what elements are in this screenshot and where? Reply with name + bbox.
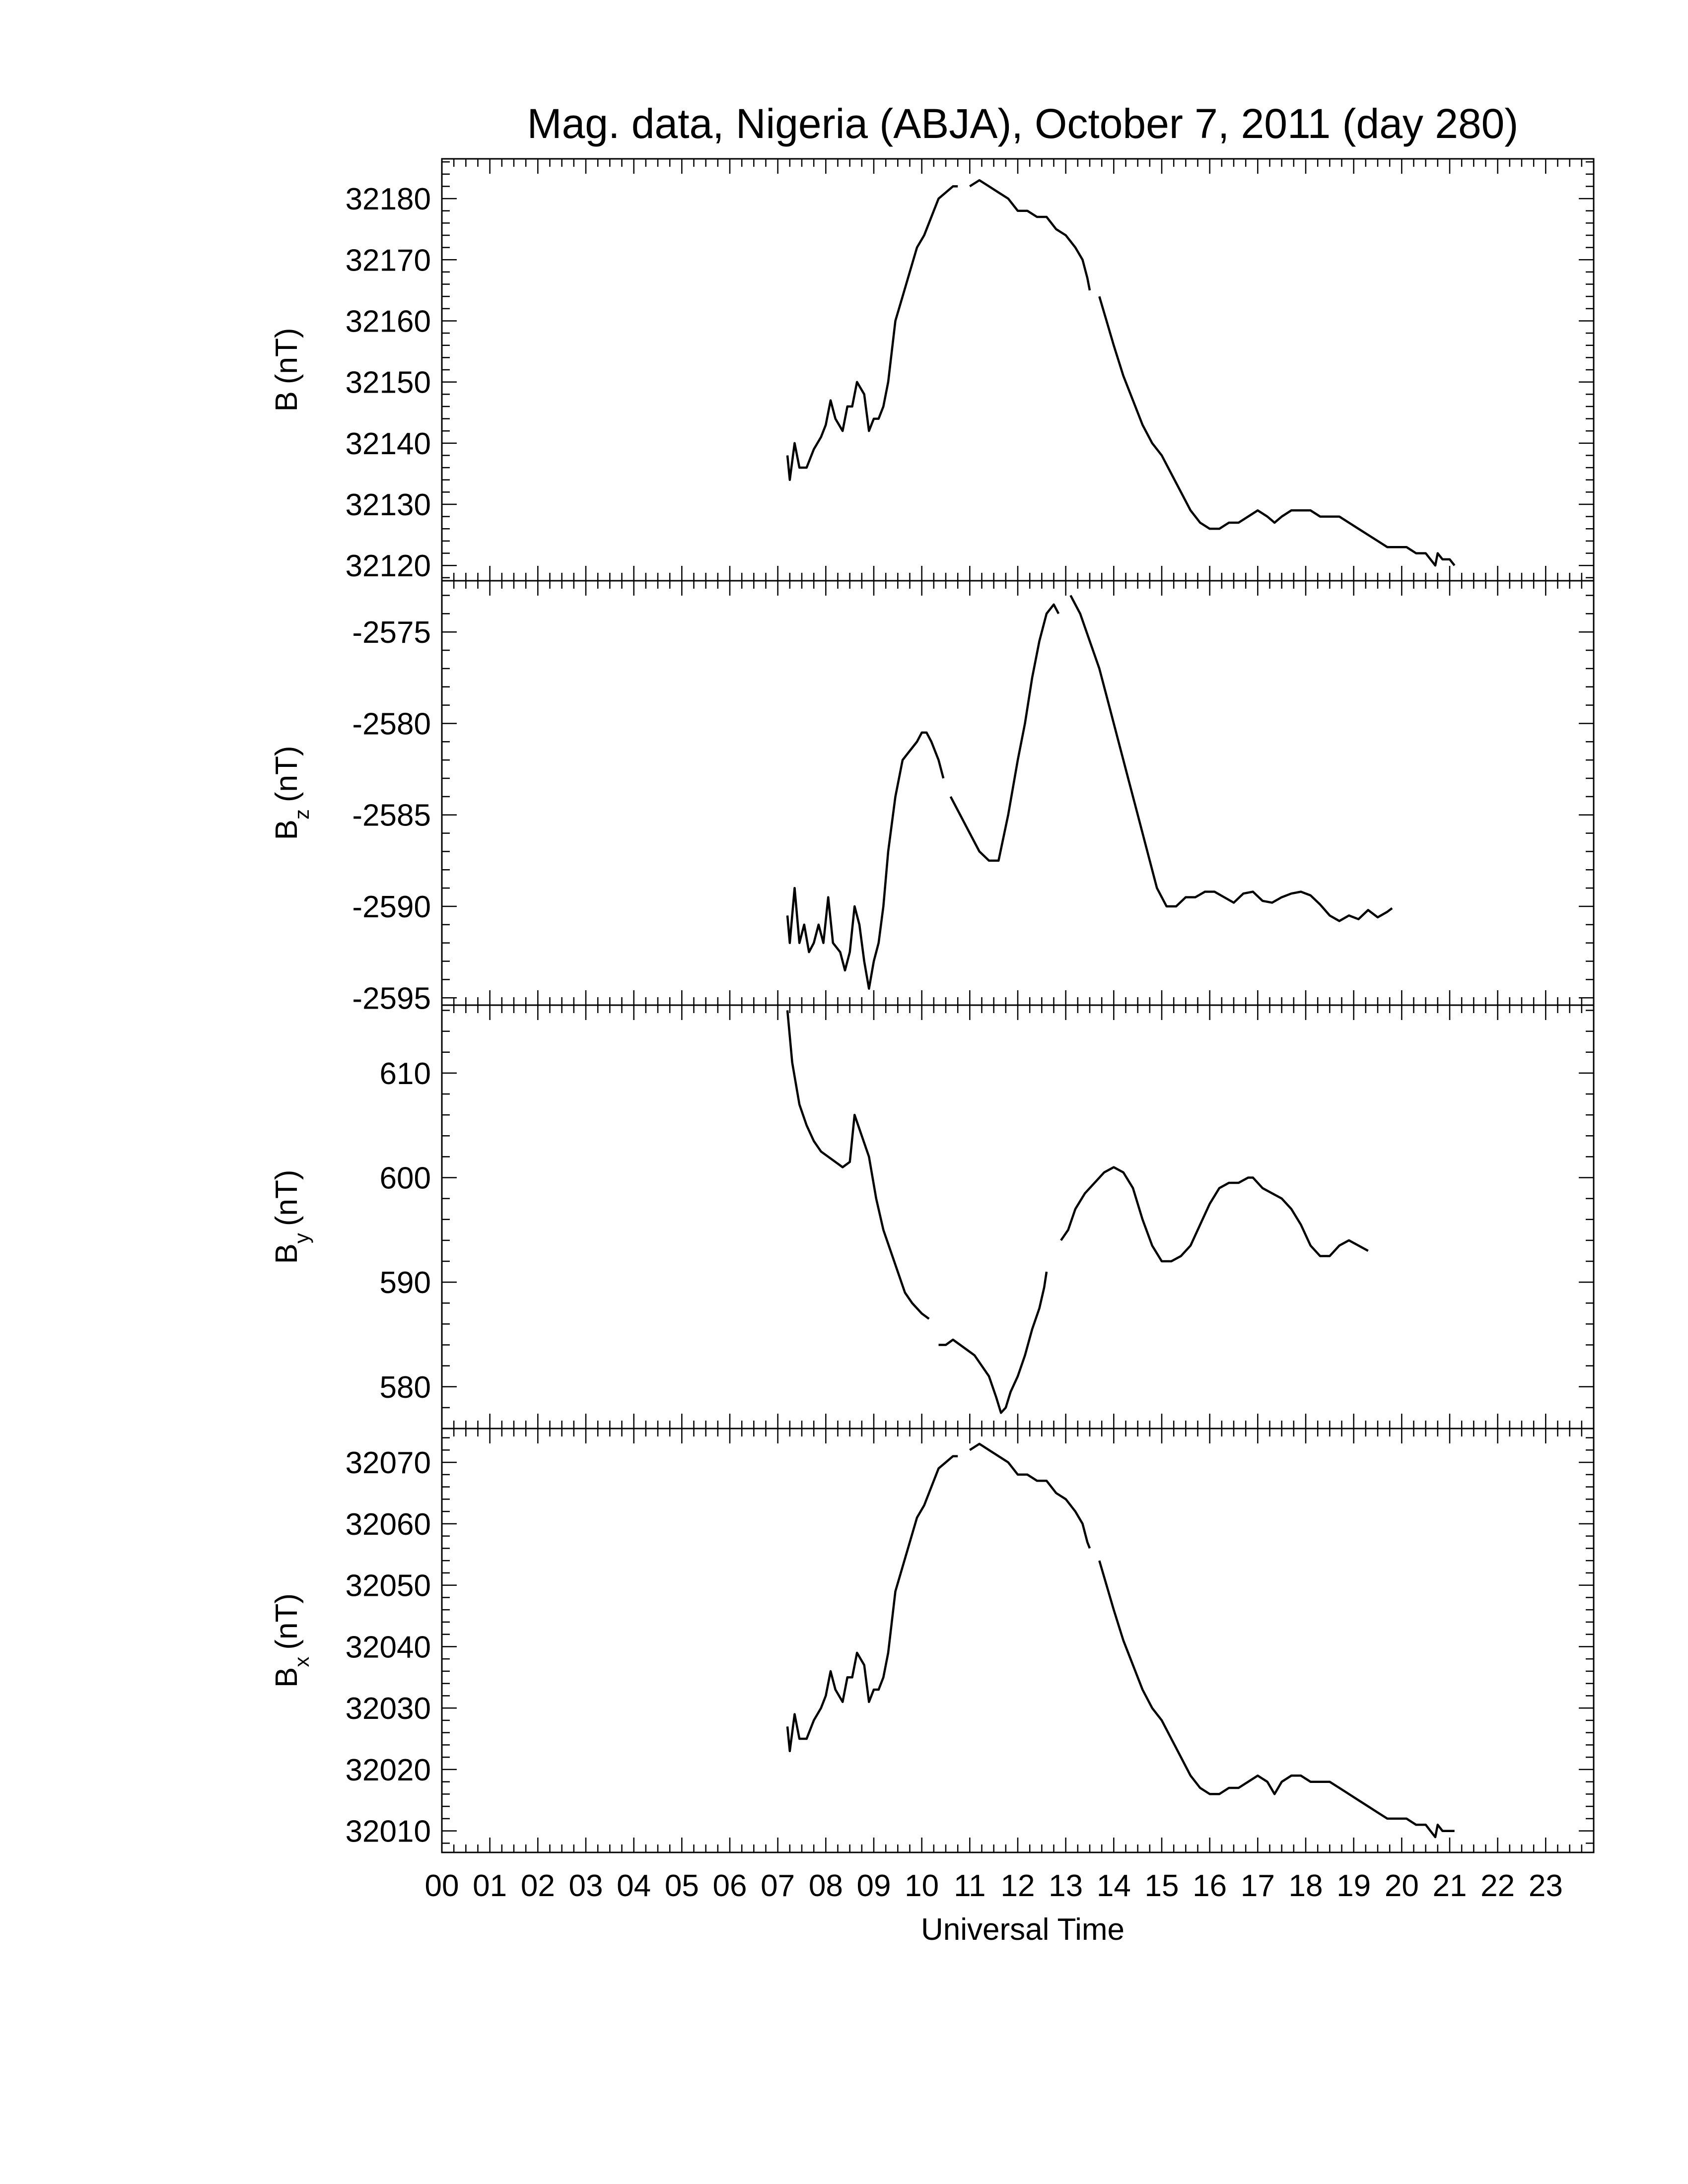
series-line-B-segment-1 [969, 179, 1091, 291]
y-tick-label: 32140 [346, 427, 431, 461]
y-tick-label: -2595 [352, 981, 431, 1016]
y-tick-label: 600 [380, 1161, 431, 1196]
y-axis-label: B(nT) [270, 328, 304, 411]
series-line-Bz-segment-2 [1069, 595, 1393, 922]
x-tick-label: 13 [1049, 1869, 1083, 1903]
x-tick-label: 05 [665, 1869, 699, 1903]
x-tick-label: 20 [1385, 1869, 1419, 1903]
x-tick-label: 16 [1193, 1869, 1227, 1903]
x-tick-label: 12 [1001, 1869, 1035, 1903]
panel-frame [441, 580, 1595, 1006]
series-line-By-segment-2 [1060, 1166, 1369, 1263]
x-tick-label: 18 [1289, 1869, 1323, 1903]
x-tick-label: 08 [809, 1869, 843, 1903]
x-tick-label: 04 [617, 1869, 651, 1903]
series-line-Bx-segment-2 [1098, 1560, 1455, 1839]
series-line-B-segment-0 [786, 185, 958, 481]
x-tick-label: 06 [713, 1869, 747, 1903]
chart-title: Mag. data, Nigeria (ABJA), October 7, 20… [527, 100, 1519, 147]
y-tick-label: 580 [380, 1370, 431, 1405]
x-tick-label: 21 [1433, 1869, 1467, 1903]
x-tick-label: 14 [1097, 1869, 1131, 1903]
series-line-Bx-segment-1 [969, 1442, 1091, 1549]
y-tick-label: 32150 [346, 366, 431, 400]
x-tick-label: 01 [473, 1869, 507, 1903]
x-tick-label: 07 [761, 1869, 795, 1903]
y-axis-label: Bx(nT) [270, 1593, 313, 1688]
series-line-Bz-segment-0 [786, 731, 945, 990]
x-tick-label: 19 [1336, 1869, 1371, 1903]
y-tick-label: 32170 [346, 243, 431, 277]
series-line-By-segment-1 [938, 1271, 1048, 1414]
y-tick-label: 32120 [346, 549, 431, 583]
x-tick-label: 09 [857, 1869, 891, 1903]
series-line-By-segment-0 [786, 1010, 930, 1320]
panel-Bz: -2595 -2590 -2585 -2580 -2575 Bz(nT) [270, 580, 1595, 1016]
x-axis-label: Universal Time [921, 1912, 1125, 1947]
y-tick-label: 32060 [346, 1507, 431, 1542]
x-tick-label: 15 [1145, 1869, 1179, 1903]
y-tick-label: -2585 [352, 799, 431, 833]
y-tick-label: 32160 [346, 304, 431, 339]
x-tick-label: 02 [521, 1869, 555, 1903]
y-tick-label: 590 [380, 1266, 431, 1300]
series-line-B-segment-2 [1098, 296, 1456, 567]
x-tick-label: 11 [954, 1869, 985, 1903]
y-tick-label: 32020 [346, 1753, 431, 1787]
panel-frame [441, 1428, 1595, 1853]
x-tick-label: 10 [905, 1869, 939, 1903]
panel-By: 580 590 600 610 By(nT) [270, 1004, 1595, 1430]
series-line-Bx-segment-0 [786, 1455, 958, 1753]
y-tick-label: -2575 [352, 615, 431, 650]
y-tick-label: 32180 [346, 182, 431, 216]
panel-Bx: 32010 32020 32030 32040 32050 32060 32070 Bx(nT… [270, 1428, 1595, 1853]
y-axis-label: By(nT) [270, 1169, 313, 1264]
y-tick-label: -2590 [352, 890, 431, 924]
y-axis-label: Bz(nT) [270, 746, 313, 840]
x-tick-label: 03 [569, 1869, 603, 1903]
x-tick-label: 22 [1480, 1869, 1515, 1903]
x-tick-label: 17 [1241, 1869, 1275, 1903]
panel-frame [441, 158, 1595, 582]
x-tick-label: 00 [425, 1869, 459, 1903]
panels-group: 32120 32130 32140 32150 32160 32170 32180 B(nT)… [270, 158, 1595, 1853]
y-tick-label: 610 [380, 1057, 431, 1091]
y-tick-label: -2580 [352, 707, 431, 741]
y-tick-label: 32070 [346, 1446, 431, 1480]
y-tick-label: 32050 [346, 1569, 431, 1603]
y-tick-label: 32130 [346, 488, 431, 522]
x-tick-labels: 00 01 02 03 04 05 06 07 08 09 10 11 12 13 14 15 16 17 18 19… [425, 1869, 1563, 1903]
panel-B: 32120 32130 32140 32150 32160 32170 32180 B(nT) [270, 158, 1595, 583]
series-line-Bz-segment-1 [949, 603, 1060, 862]
y-tick-label: 32030 [346, 1692, 431, 1726]
y-tick-label: 32040 [346, 1630, 431, 1664]
y-tick-label: 32010 [346, 1815, 431, 1849]
x-tick-label: 23 [1529, 1869, 1563, 1903]
panel-frame [441, 1004, 1595, 1430]
